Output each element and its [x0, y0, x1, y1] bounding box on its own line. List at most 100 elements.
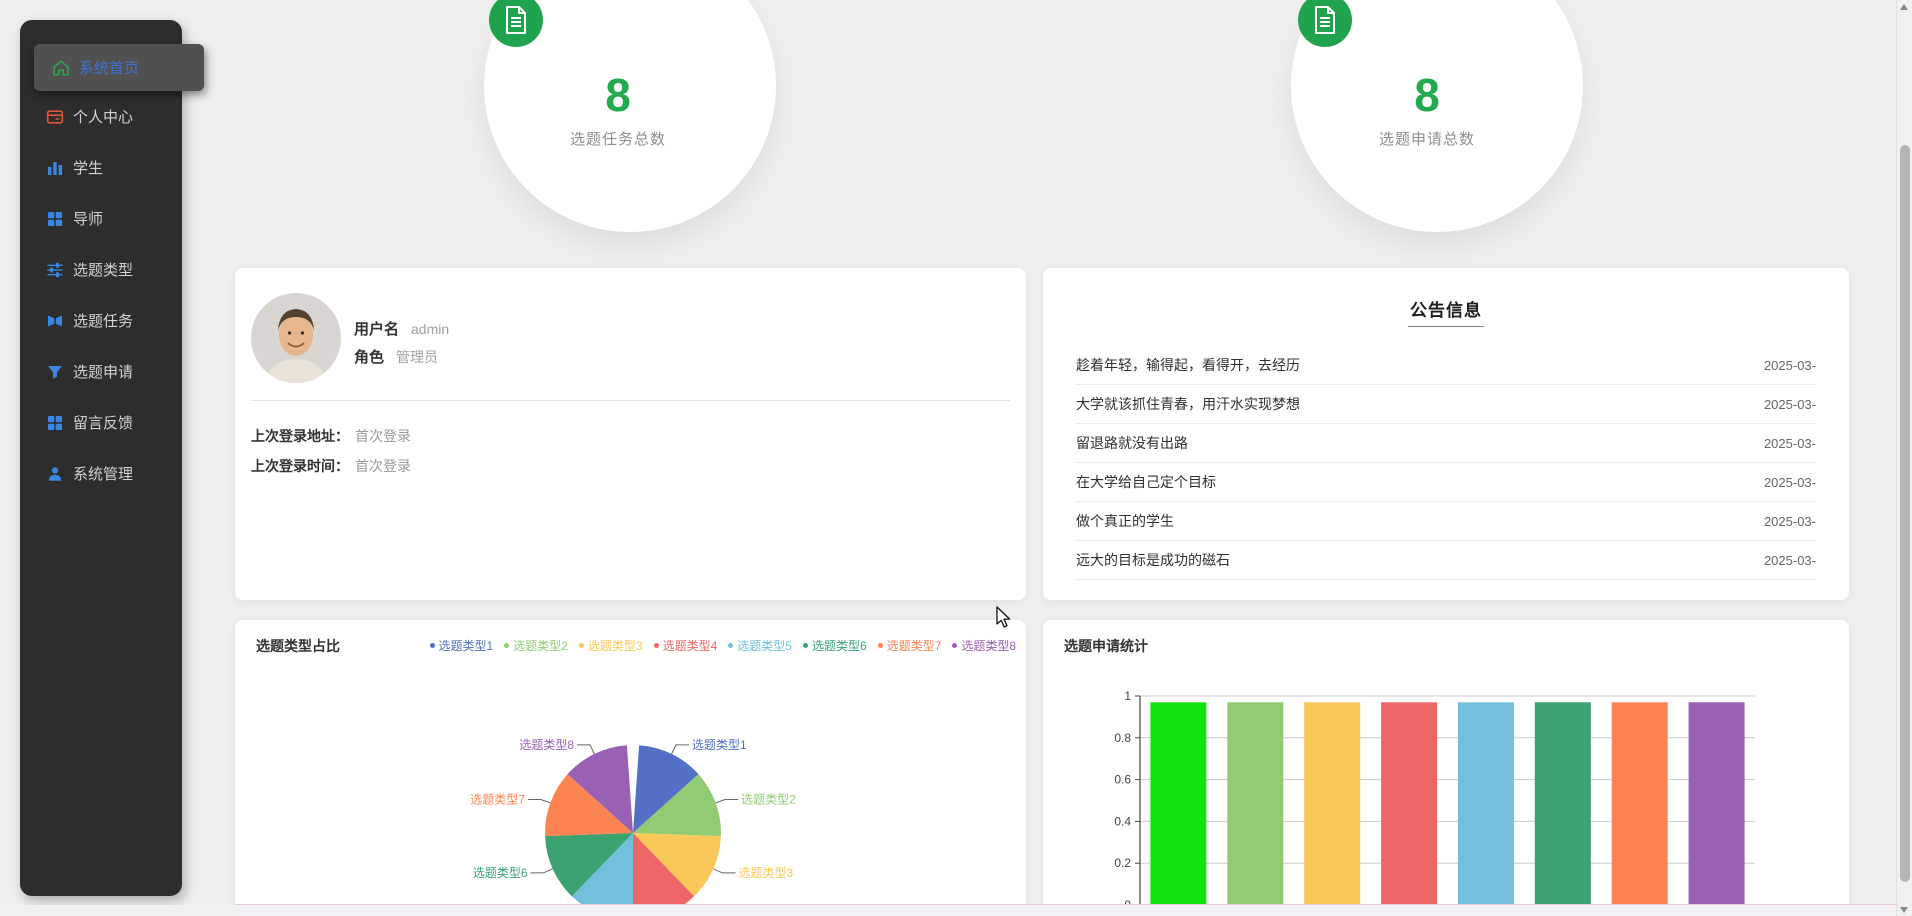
pie-slice-3[interactable]: [633, 833, 721, 897]
grid-icon: [46, 210, 64, 228]
sidebar-item-tutors[interactable]: 导师: [20, 193, 182, 244]
sidebar-item-feedback[interactable]: 留言反馈: [20, 397, 182, 448]
document-icon: [489, 0, 543, 47]
application-total-label: 选题申请总数: [1378, 131, 1475, 148]
legend-item[interactable]: 选题类型5: [728, 637, 792, 654]
pie-slice-5[interactable]: [571, 833, 633, 916]
funnel-icon: [46, 363, 64, 381]
stat-tasks: 8 选题任务总数: [508, 72, 728, 149]
sidebar-item-label: 选题申请: [73, 364, 134, 381]
sidebar-item-label: 选题类型: [73, 262, 134, 279]
pie-slice-label: 选题类型3: [739, 866, 794, 880]
sidebar-item-home[interactable]: 系统首页: [34, 44, 204, 91]
document-icon: [1298, 0, 1352, 47]
last-login-time-value: 首次登录: [355, 458, 411, 474]
bar-4[interactable]: [1381, 702, 1438, 905]
legend-item[interactable]: 选题类型1: [429, 637, 494, 654]
announcement-date: 2025-03-: [1763, 552, 1816, 568]
legend-dot: [653, 643, 659, 648]
announcement-row[interactable]: 在大学给自己定个目标 2025-03-: [1076, 463, 1816, 502]
role-value: 管理员: [396, 348, 439, 365]
announcement-row[interactable]: 做个真正的学生 2025-03-: [1076, 502, 1816, 541]
pie-label-line: [671, 744, 689, 755]
pie-slice-label: 选题类型8: [519, 738, 574, 752]
divider: [251, 400, 1010, 401]
bar-1[interactable]: [1150, 702, 1207, 905]
sidebar-item-topic-applications[interactable]: 选题申请: [20, 346, 182, 397]
sidebar-item-topic-types[interactable]: 选题类型: [20, 244, 182, 295]
legend-item[interactable]: 选题类型7: [877, 637, 942, 654]
announcement-row[interactable]: 远大的目标是成功的磁石 2025-03-: [1076, 541, 1816, 580]
announcement-text: 远大的目标是成功的磁石: [1076, 552, 1230, 568]
pie-slice-1[interactable]: [633, 745, 699, 833]
announcement-row[interactable]: 大学就该抓住青春，用汗水实现梦想 2025-03-: [1076, 385, 1816, 424]
bar-6[interactable]: [1534, 702, 1591, 905]
sidebar-item-label: 个人中心: [73, 109, 134, 126]
announcement-date: 2025-03-: [1763, 357, 1816, 373]
pie-slice-2[interactable]: [633, 774, 721, 837]
pie-slice-label: 选题类型2: [741, 793, 796, 807]
bar-8[interactable]: [1688, 702, 1745, 905]
legend-item[interactable]: 选题类型3: [578, 637, 643, 654]
pie-slice-8[interactable]: [567, 745, 633, 833]
sliders-icon: [46, 261, 64, 279]
pie-label-line: [715, 799, 739, 804]
vertical-scrollbar-thumb[interactable]: [1900, 145, 1910, 882]
bottom-strip: [0, 905, 235, 916]
title-underline: [1408, 326, 1484, 327]
pie-slice-6[interactable]: [545, 833, 633, 897]
grid-icon: [46, 414, 64, 432]
legend-label: 选题类型6: [811, 639, 867, 653]
sidebar-item-profile[interactable]: 个人中心: [20, 91, 182, 142]
legend-item[interactable]: 选题类型2: [504, 637, 568, 654]
announcement-text: 趁着年轻，输得起，看得开，去经历: [1076, 357, 1300, 373]
bar-7[interactable]: [1611, 702, 1668, 905]
scroll-up-icon[interactable]: [1900, 4, 1908, 10]
pie-label-line: [530, 868, 553, 874]
task-total-value: 8: [605, 69, 631, 121]
bar-3[interactable]: [1304, 702, 1361, 905]
legend-item[interactable]: 选题类型4: [653, 637, 717, 654]
legend-dot: [429, 643, 435, 648]
sidebar-item-system[interactable]: 系统管理: [20, 448, 182, 499]
announcement-title: 公告信息: [1410, 301, 1482, 320]
pie-chart-card: 选题类型占比 选题类型1 选题类型2 选题类型3 选题类型4 选题类型5 选题类型6 选题类…: [235, 620, 1026, 916]
legend-item[interactable]: 选题类型8: [952, 637, 1016, 654]
sidebar-item-topic-tasks[interactable]: 选题任务: [20, 295, 182, 346]
bar-5[interactable]: [1457, 702, 1514, 905]
pie-slice-label: 选题类型6: [473, 866, 528, 880]
sidebar-item-label: 系统管理: [73, 466, 134, 483]
legend-dot: [728, 643, 734, 648]
role-row: 角色 管理员: [354, 346, 438, 367]
bar-2[interactable]: [1227, 702, 1284, 905]
announcement-date: 2025-03-: [1763, 435, 1816, 451]
bar-chart-svg: 00.20.40.60.81: [1114, 689, 1763, 912]
application-total-value: 8: [1414, 69, 1440, 121]
pie-slice-4[interactable]: [633, 833, 695, 916]
vertical-scrollbar[interactable]: [1896, 0, 1912, 916]
bar-chart-icon: [46, 159, 64, 177]
legend-label: 选题类型1: [438, 639, 494, 653]
legend-label: 选题类型7: [886, 639, 942, 653]
announcement-row[interactable]: 留退路就没有出路 2025-03-: [1076, 424, 1816, 463]
legend-dot: [802, 643, 808, 648]
y-axis-label: 0.8: [1114, 731, 1131, 745]
legend-label: 选题类型5: [737, 639, 792, 653]
home-icon: [52, 59, 70, 77]
pie-label-line: [713, 868, 736, 874]
pie-slice-7[interactable]: [545, 774, 633, 837]
horizontal-scrollbar[interactable]: [235, 904, 1896, 916]
announcement-card: 公告信息 趁着年轻，输得起，看得开，去经历 2025-03- 大学就该抓住青春，用汗…: [1043, 268, 1849, 600]
announcement-text: 做个真正的学生: [1076, 513, 1174, 529]
sidebar-item-label: 选题任务: [73, 313, 134, 330]
pie-label-line: [577, 744, 595, 755]
sidebar-item-label: 系统首页: [79, 60, 140, 77]
legend-item[interactable]: 选题类型6: [802, 637, 867, 654]
sidebar-item-students[interactable]: 学生: [20, 142, 182, 193]
scroll-down-icon[interactable]: [1900, 907, 1908, 913]
announcement-row[interactable]: 趁着年轻，输得起，看得开，去经历 2025-03-: [1076, 346, 1816, 385]
sidebar-item-label: 学生: [73, 160, 104, 177]
last-login-time-row: 上次登录时间： 首次登录: [251, 456, 411, 476]
